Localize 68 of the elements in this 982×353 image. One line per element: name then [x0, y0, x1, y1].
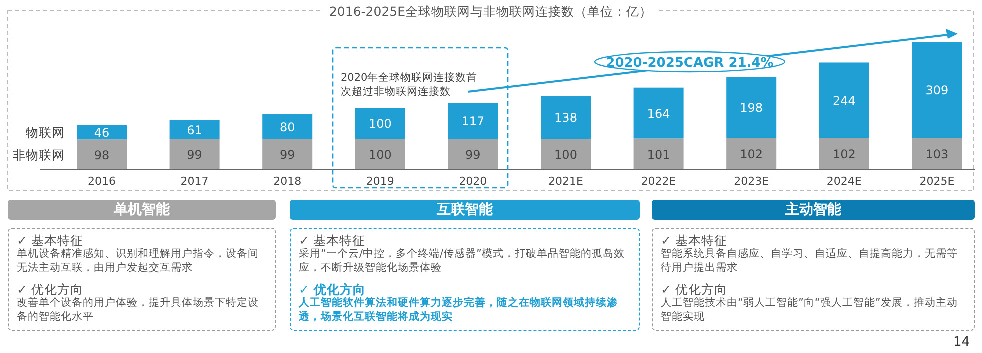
bar	[634, 138, 684, 170]
text: 采用“一个云/中控，多个终端/传感器”模式，打破单品智能的孤岛效应，不断升级智能化场景体验	[299, 248, 626, 275]
data-label: 102	[740, 148, 764, 162]
text: 主动智能	[652, 200, 975, 220]
bar	[912, 138, 962, 170]
x-tick-label: 2022E	[641, 175, 676, 188]
x-tick-label: 2024E	[826, 175, 862, 188]
text: ✓ 优化方向	[17, 282, 84, 297]
x-tick-label: 2025E	[920, 175, 955, 188]
series-label: 非物联网	[13, 147, 65, 162]
data-label: 100	[554, 148, 578, 162]
text: ✓ 基本特征	[17, 233, 84, 248]
text: 人工智能软件算法和硬件算力逐步完善，随之在物联网领域持续渗透，场景化互联智能将成为现实	[299, 297, 619, 324]
bar	[170, 120, 220, 140]
data-label: 309	[926, 84, 949, 98]
data-label: 99	[466, 148, 481, 162]
text: ✓ 优化方向	[661, 282, 728, 297]
data-label: 80	[280, 120, 296, 134]
text: 14	[952, 335, 970, 350]
data-label: 101	[647, 148, 670, 162]
data-label: 164	[647, 106, 670, 121]
bar	[262, 114, 313, 140]
bar	[726, 138, 777, 170]
data-label: 103	[926, 148, 949, 162]
x-tick-label: 2020	[459, 175, 488, 188]
bar	[77, 140, 127, 170]
text: ✓ 优化方向	[299, 282, 367, 297]
data-label: 117	[462, 114, 485, 129]
data-label: 138	[554, 111, 578, 126]
text: 单机智能	[8, 200, 276, 220]
data-label: 198	[740, 101, 764, 116]
data-label: 102	[832, 148, 856, 162]
x-tick-label: 2016	[88, 175, 116, 188]
data-label: 99	[187, 148, 202, 162]
data-label: 244	[832, 94, 856, 108]
x-tick-label: 2019	[366, 175, 394, 188]
text: ✓ 基本特征	[299, 233, 366, 248]
x-tick-label: 2021E	[548, 175, 584, 188]
bar	[541, 139, 591, 170]
data-label: 100	[368, 148, 392, 162]
bar	[448, 139, 498, 170]
bar	[541, 96, 591, 139]
data-label: 100	[368, 117, 392, 131]
x-tick-label: 2018	[274, 175, 302, 188]
bar	[448, 103, 498, 140]
text: 人工智能技术由“弱人工智能”向“强人工智能”发展，推动主动智能实现	[661, 297, 959, 324]
data-label: 61	[187, 123, 202, 138]
text: 改善单个设备的用户体验，提升具体场景下特定设备的智能化水平	[17, 297, 260, 324]
bar	[819, 138, 870, 170]
bar	[262, 139, 313, 170]
bar	[355, 108, 406, 139]
data-label: 46	[94, 126, 110, 140]
series-label: 物联网	[26, 124, 65, 140]
bar	[634, 88, 684, 139]
text: 智能系统具备自感应、自学习、自适应、自提高能力，无需等待用户提出需求	[661, 248, 959, 275]
bar	[726, 77, 777, 138]
x-tick-label: 2017	[180, 175, 209, 188]
text: ✓ 基本特征	[661, 233, 728, 248]
data-label: 99	[280, 148, 296, 162]
data-label: 98	[94, 148, 110, 162]
text: 互联智能	[290, 200, 640, 220]
annotation: 2020-2025CAGR 21.4%	[606, 56, 774, 71]
x-tick-label: 2023E	[734, 175, 770, 188]
bar	[170, 139, 220, 170]
chart-title: 2016-2025E全球物联网与非物联网连接数（单位：亿）	[329, 4, 653, 19]
annotation: 2020年全球物联网连接数首次超过非物联网连接数	[341, 71, 479, 99]
text: 单机设备精准感知、识别和理解用户指令，设备间无法主动互联，由用户发起交互需求	[17, 248, 260, 275]
bar	[355, 139, 406, 170]
